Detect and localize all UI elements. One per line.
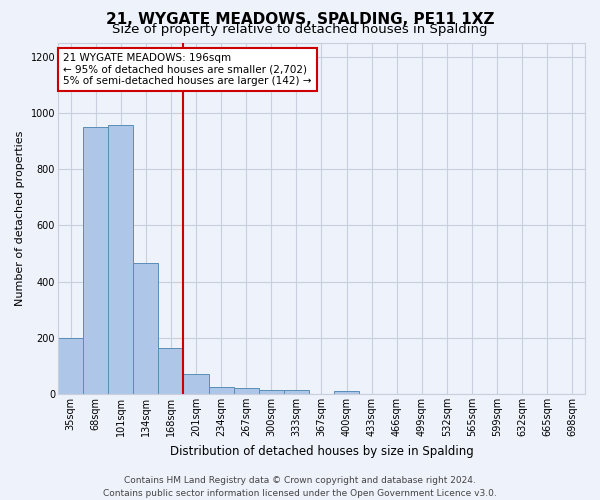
Text: Size of property relative to detached houses in Spalding: Size of property relative to detached ho… — [112, 22, 488, 36]
Bar — [83, 127, 108, 394]
Y-axis label: Number of detached properties: Number of detached properties — [15, 130, 25, 306]
Bar — [334, 390, 359, 394]
Text: 21 WYGATE MEADOWS: 196sqm
← 95% of detached houses are smaller (2,702)
5% of sem: 21 WYGATE MEADOWS: 196sqm ← 95% of detac… — [63, 53, 312, 86]
Bar — [184, 374, 209, 394]
Bar — [259, 390, 284, 394]
Bar — [209, 387, 233, 394]
Bar — [58, 338, 83, 394]
Bar — [158, 348, 184, 394]
Text: 21, WYGATE MEADOWS, SPALDING, PE11 1XZ: 21, WYGATE MEADOWS, SPALDING, PE11 1XZ — [106, 12, 494, 28]
Bar — [233, 388, 259, 394]
Bar — [133, 264, 158, 394]
Bar — [284, 390, 309, 394]
Bar — [108, 126, 133, 394]
Text: Contains HM Land Registry data © Crown copyright and database right 2024.
Contai: Contains HM Land Registry data © Crown c… — [103, 476, 497, 498]
X-axis label: Distribution of detached houses by size in Spalding: Distribution of detached houses by size … — [170, 444, 473, 458]
